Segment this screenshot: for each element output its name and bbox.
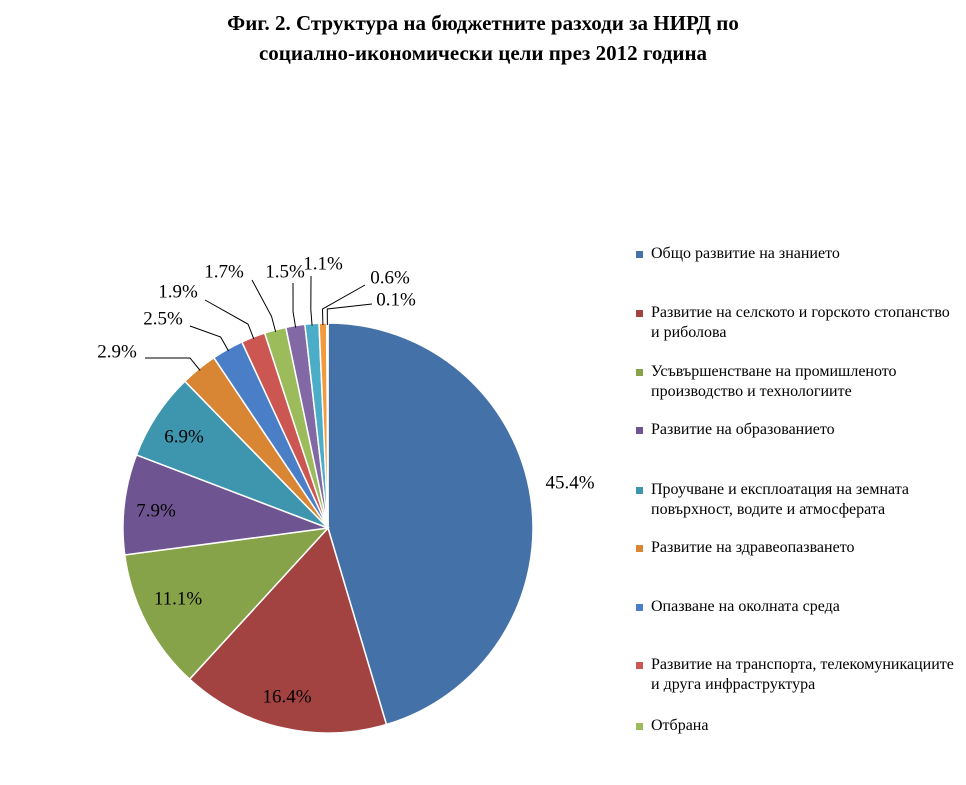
chart-title-line-1: Фиг. 2. Структура на бюджетните разходи …	[227, 11, 739, 35]
pie-slice	[122, 453, 329, 556]
pie-slice	[123, 526, 330, 681]
legend-label: Усъвършенстване на промишленото производ…	[651, 363, 897, 400]
leader-line	[189, 325, 229, 352]
legend-swatch	[636, 310, 643, 317]
legend-swatch	[636, 604, 643, 611]
legend-swatch	[636, 662, 643, 669]
leader-line	[204, 299, 255, 340]
slice-data-label: 2.5%	[143, 308, 183, 329]
pie-slice	[327, 322, 534, 726]
legend-swatch	[636, 427, 643, 434]
legend-label: Опазване на околната среда	[651, 598, 840, 615]
legend-label: Отбрана	[651, 717, 709, 734]
slice-data-label: 45.4%	[545, 472, 594, 493]
slice-data-label: 0.6%	[370, 267, 410, 288]
leader-line	[144, 357, 201, 371]
legend-label: Развитие на образованието	[651, 421, 835, 438]
slice-data-label: 6.9%	[164, 426, 204, 447]
legend-label: Развитие на здравеопазването	[651, 539, 855, 556]
slice-data-label: 1.9%	[158, 281, 198, 302]
slice-data-label: 1.1%	[303, 253, 343, 274]
slice-data-label: 1.7%	[204, 261, 244, 282]
slice-data-label: 0.1%	[376, 289, 416, 310]
legend-label: Проучване и експлоатация на земната повъ…	[651, 481, 909, 518]
legend-swatch	[636, 545, 643, 552]
leader-line	[292, 282, 297, 328]
legend-swatch	[636, 251, 643, 258]
chart-title-line-2: социално-икономически цели през 2012 год…	[258, 41, 708, 65]
legend-swatch	[636, 487, 643, 494]
legend-label: Развитие на транспорта, телекомуникациит…	[651, 656, 954, 693]
slice-data-label: 2.9%	[97, 341, 137, 362]
chart-title: Фиг. 2. Структура на бюджетните разходи …	[0, 8, 966, 68]
leader-line	[251, 279, 277, 332]
slice-data-label: 7.9%	[136, 500, 176, 521]
slice-data-label: 1.5%	[265, 261, 305, 282]
legend-swatch	[636, 723, 643, 730]
leader-line	[310, 275, 313, 326]
slice-data-label: 16.4%	[262, 686, 311, 707]
leader-line	[321, 284, 366, 326]
pie-slice	[188, 526, 388, 734]
legend-label: Общо развитие на знанието	[651, 245, 840, 262]
slice-data-label: 11.1%	[154, 588, 203, 609]
legend-swatch	[636, 369, 643, 376]
leader-line	[326, 303, 373, 326]
legend-label: Развитие на селското и горското стопанст…	[651, 304, 950, 341]
